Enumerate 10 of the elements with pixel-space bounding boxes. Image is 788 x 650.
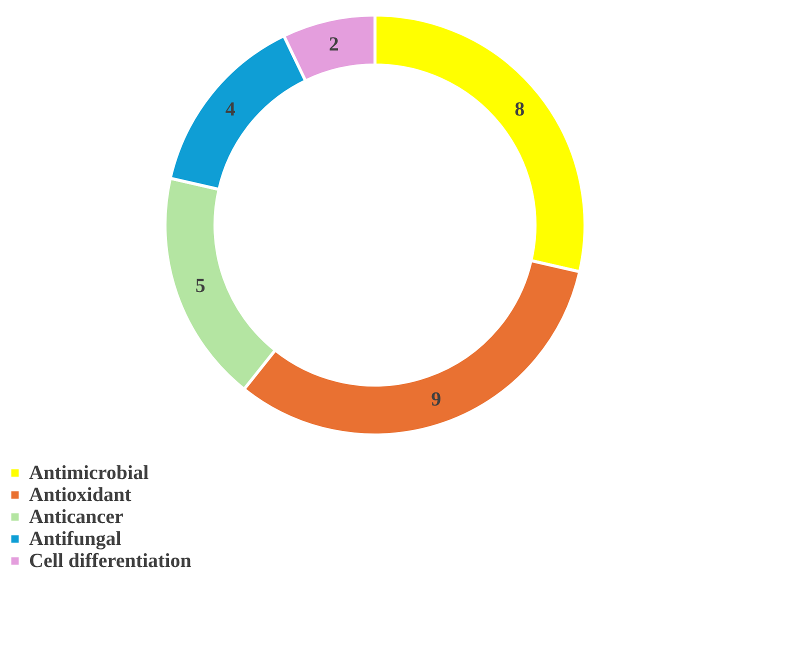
data-label: 8: [514, 98, 525, 121]
legend-label: Anticancer: [29, 506, 124, 528]
legend-label: Antimicrobial: [29, 462, 150, 484]
legend-label: Antifungal: [29, 528, 122, 550]
data-label: 5: [195, 275, 206, 298]
data-label: 2: [328, 34, 339, 56]
legend-label: Cell differentiation: [29, 550, 192, 572]
data-label: 9: [431, 388, 442, 411]
legend-label: Antioxidant: [29, 484, 132, 506]
data-label: 4: [225, 98, 236, 121]
